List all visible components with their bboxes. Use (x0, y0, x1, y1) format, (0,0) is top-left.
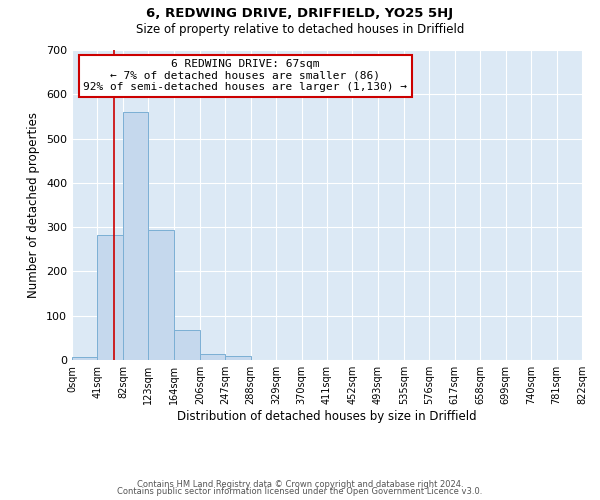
Y-axis label: Number of detached properties: Number of detached properties (28, 112, 40, 298)
Bar (148, 230, 174, 360)
Bar (97, 235, 123, 360)
Text: 6, REDWING DRIVE, DRIFFIELD, YO25 5HJ: 6, REDWING DRIVE, DRIFFIELD, YO25 5HJ (146, 8, 454, 20)
Text: Contains HM Land Registry data © Crown copyright and database right 2024.: Contains HM Land Registry data © Crown c… (137, 480, 463, 489)
Bar (174, 330, 200, 360)
Text: Size of property relative to detached houses in Driffield: Size of property relative to detached ho… (136, 22, 464, 36)
Text: 6 REDWING DRIVE: 67sqm
← 7% of detached houses are smaller (86)
92% of semi-deta: 6 REDWING DRIVE: 67sqm ← 7% of detached … (83, 60, 407, 92)
Bar (225, 356, 251, 360)
X-axis label: Distribution of detached houses by size in Driffield: Distribution of detached houses by size … (177, 410, 477, 423)
Bar (123, 112, 148, 360)
Bar (200, 354, 225, 360)
Bar (72, 357, 97, 360)
Text: Contains public sector information licensed under the Open Government Licence v3: Contains public sector information licen… (118, 487, 482, 496)
